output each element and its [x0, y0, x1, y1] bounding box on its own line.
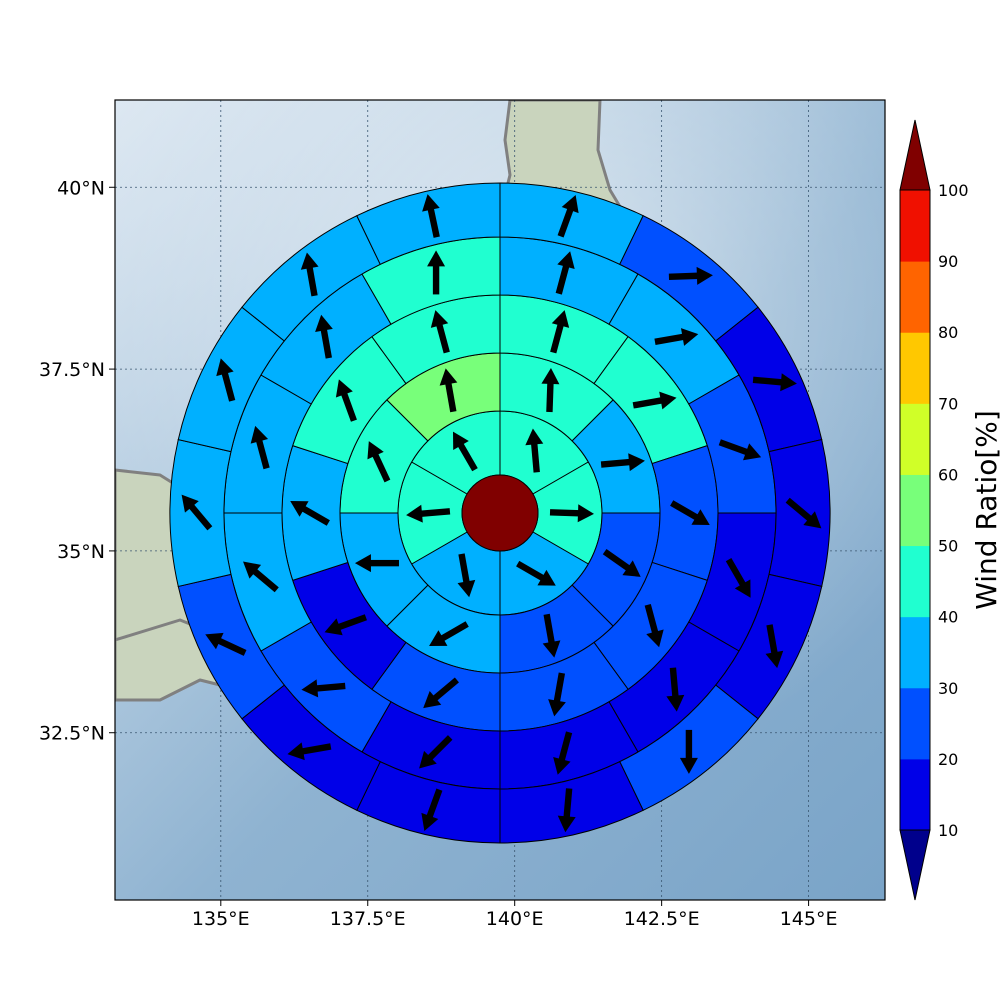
colorbar-bins [900, 190, 930, 831]
ring-5-sector-9-wind-arrow [287, 742, 332, 761]
ring-4-sector-3-wind-arrow [718, 439, 762, 461]
wind-ratio-cells [169, 182, 831, 844]
lat-tick-label: 32.5°N [39, 723, 105, 745]
ring-2-sector-4-wind-arrow [542, 613, 561, 658]
lon-tick-label: 137.5°E [330, 908, 406, 930]
ring-4-sector-5-wind-arrow [666, 667, 685, 712]
ring-4-sector-8-wind-arrow [301, 679, 346, 698]
ring-5-sector-8-wind-arrow [421, 788, 443, 831]
ring-3-sector-10-wind-arrow [430, 310, 450, 354]
lat-tick-label: 40°N [57, 177, 105, 199]
ring-2-sector-7-wind-arrow [367, 441, 391, 483]
ring-5-sector-7-wind-arrow [557, 788, 576, 833]
colorbar-bin [900, 758, 930, 831]
ring-1-sector-5-wind-arrow [406, 504, 451, 523]
ring-5-sector-14-wind-arrow [422, 194, 440, 238]
lon-tick-label: 142.5°E [624, 908, 700, 930]
ring-4-sector-4-wind-arrow [725, 558, 751, 598]
ring-3-sector-4-wind-arrow [644, 603, 664, 648]
ring-1-sector-3-wind-arrow [516, 560, 556, 586]
ring-3-sector-5-wind-arrow [548, 672, 566, 717]
colorbar-bin [900, 190, 930, 262]
colorbar-under-extension [899, 829, 931, 901]
colorbar-tick-label: 60 [938, 465, 958, 484]
ring-5-sector-6-wind-arrow [679, 729, 698, 774]
map-frame [114, 99, 886, 901]
ring-3-sector-7-wind-arrow [324, 614, 367, 636]
ring-4-sector-11-wind-arrow [315, 314, 333, 359]
colorbar-ticks: 10 20 30 40 50 60 70 80 90 100 [938, 181, 969, 840]
colorbar-tick-label: 20 [938, 750, 958, 769]
ring-3-sector-9-wind-arrow [335, 379, 357, 422]
colorbar-tick-label: 80 [938, 323, 958, 342]
ring-3-sector-6-wind-arrow [423, 677, 459, 709]
lat-tick-label: 35°N [57, 541, 105, 563]
ring-5-sector-5-wind-arrow [765, 624, 784, 669]
colorbar-tick-label: 10 [938, 821, 958, 840]
ring-4-sector-7-wind-arrow [419, 735, 453, 769]
colorbar-tick-label: 100 [938, 181, 969, 200]
colorbar-frame [899, 189, 931, 831]
ring-5-sector-14-cell [356, 182, 501, 266]
ring-5-sector-12-wind-arrow [216, 358, 236, 402]
ring-1-sector-4-wind-arrow [457, 553, 476, 598]
ring-3-sector-3-wind-arrow [670, 500, 710, 525]
colorbar-tick-label: 30 [938, 679, 958, 698]
wind-direction-arrows [181, 194, 822, 833]
lon-tick-label: 145°E [780, 908, 838, 930]
colorbar-bin [900, 474, 930, 547]
ring-5-sector-13-wind-arrow [300, 252, 319, 297]
center-cell [461, 474, 539, 552]
colorbar-over-extension [899, 119, 931, 191]
ring-3-sector-2-wind-arrow [632, 391, 677, 410]
colorbar-bin [900, 332, 930, 404]
ring-4-sector-6-wind-arrow [553, 731, 573, 775]
colorbar-bin [900, 687, 930, 760]
lon-tick-label: 135°E [192, 908, 250, 930]
ring-5-sector-4-wind-arrow [785, 497, 822, 529]
ring-2-sector-2-wind-arrow [600, 453, 645, 472]
longitude-ticks: 135°E 137.5°E 140°E 142.5°E 145°E [192, 900, 838, 930]
colorbar-tick-label: 90 [938, 252, 958, 271]
ring-1-sector-6-wind-arrow [453, 431, 478, 472]
colorbar-title: Wind Ratio[%] [970, 410, 1000, 610]
ring-4-sector-1-wind-arrow [555, 251, 575, 295]
ring-2-sector-3-wind-arrow [602, 549, 641, 577]
ring-1-sector-1-wind-arrow [525, 428, 544, 473]
ring-4-sector-2-wind-arrow [654, 328, 699, 346]
colorbar-tick-label: 70 [938, 394, 958, 413]
lat-tick-label: 37.5°N [39, 359, 105, 381]
ring-5-sector-3-wind-arrow [752, 373, 797, 392]
ring-3-sector-8-wind-arrow [290, 501, 330, 526]
ring-1-sector-2-wind-arrow [549, 504, 594, 523]
colorbar-bin [900, 261, 930, 333]
colorbar-bin [900, 403, 930, 475]
colorbar-bin [900, 616, 930, 689]
ring-4-sector-10-wind-arrow [250, 425, 270, 470]
lon-tick-label: 140°E [486, 908, 544, 930]
colorbar-tick-label: 50 [938, 537, 958, 556]
ring-4-sector-12-wind-arrow [427, 250, 446, 295]
ring-4-sector-9-wind-arrow [243, 561, 279, 593]
ring-2-sector-1-wind-arrow [541, 367, 560, 413]
colorbar: 10 20 30 40 50 60 70 80 90 100 Wind Rati… [899, 119, 1000, 901]
colorbar-bin [900, 545, 930, 618]
map-panel: 135°E 137.5°E 140°E 142.5°E 145°E 40°N 3… [39, 99, 886, 930]
ring-5-sector-2-wind-arrow [668, 266, 713, 285]
ring-2-sector-6-wind-arrow [354, 554, 399, 573]
ring-5-sector-10-wind-arrow [205, 632, 247, 656]
ring-5-sector-1-wind-arrow [557, 195, 579, 238]
ring-3-sector-1-wind-arrow [550, 310, 570, 354]
ring-2-sector-5-wind-arrow [429, 621, 469, 647]
ring-5-sector-11-wind-arrow [181, 494, 213, 531]
latitude-ticks: 40°N 37.5°N 35°N 32.5°N [39, 177, 115, 745]
ring-2-sector-8-wind-arrow [439, 368, 458, 413]
colorbar-tick-label: 40 [938, 608, 958, 627]
